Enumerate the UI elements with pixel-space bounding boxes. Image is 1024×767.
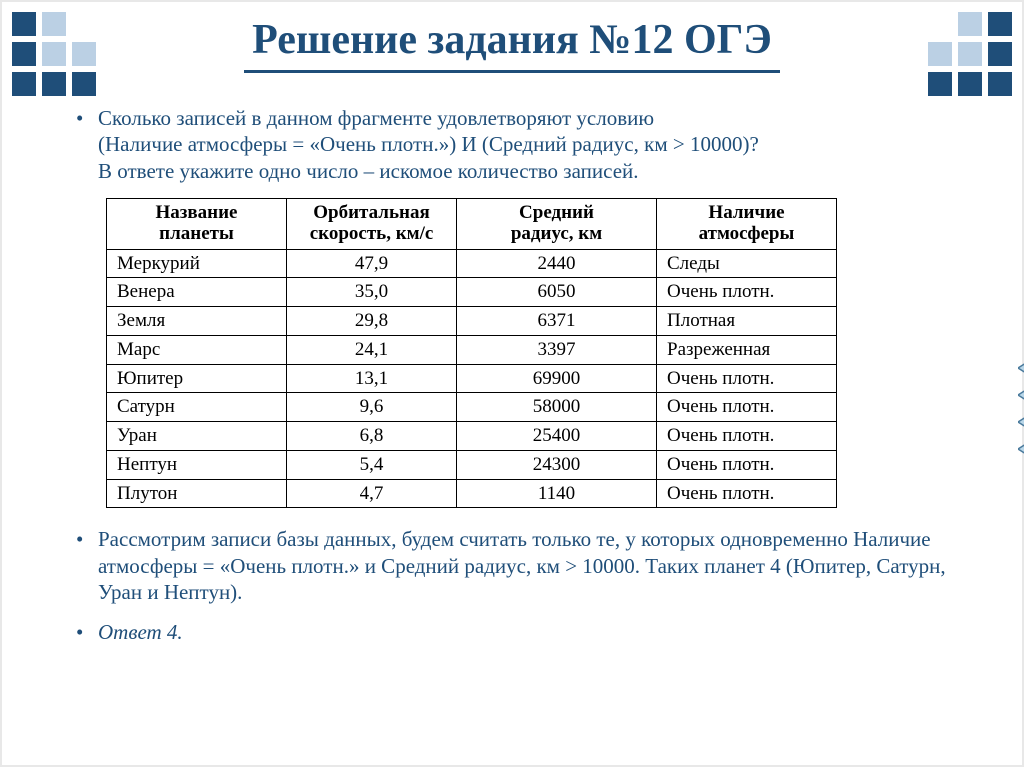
corner-deco-top-left	[12, 12, 96, 96]
table-header-cell: Названиепланеты	[107, 198, 287, 249]
table-header-cell: Наличиеатмосферы	[657, 198, 837, 249]
deco-square	[928, 12, 952, 36]
table-cell: 9,6	[287, 393, 457, 422]
table-wrap: НазваниепланетыОрбитальная скорость, км/…	[106, 198, 962, 509]
bullet-answer: • Ответ 4.	[76, 619, 962, 645]
table-cell: 5,4	[287, 450, 457, 479]
table-row: Меркурий47,92440Следы	[107, 249, 837, 278]
table-cell: Очень плотн.	[657, 422, 837, 451]
table-cell: 47,9	[287, 249, 457, 278]
q-line-3: В ответе укажите одно число – искомое ко…	[98, 159, 639, 183]
deco-square	[958, 42, 982, 66]
deco-square	[72, 12, 96, 36]
deco-square	[12, 42, 36, 66]
left-arrow-icon	[1018, 355, 1024, 381]
left-arrow-icon	[1018, 436, 1024, 462]
table-cell: Очень плотн.	[657, 479, 837, 508]
table-row: Венера35,06050Очень плотн.	[107, 278, 837, 307]
deco-square	[12, 12, 36, 36]
table-cell: 24300	[457, 450, 657, 479]
table-cell: 58000	[457, 393, 657, 422]
table-cell: Плутон	[107, 479, 287, 508]
deco-square	[72, 42, 96, 66]
table-cell: 25400	[457, 422, 657, 451]
table-row: Земля29,86371Плотная	[107, 307, 837, 336]
deco-square	[988, 72, 1012, 96]
left-arrow-icon	[1018, 409, 1024, 435]
table-cell: Очень плотн.	[657, 278, 837, 307]
table-row: Сатурн9,658000Очень плотн.	[107, 393, 837, 422]
title-wrap: Решение задания №12 ОГЭ	[2, 2, 1022, 73]
table-cell: 6371	[457, 307, 657, 336]
bullet-dot: •	[76, 105, 98, 184]
deco-square	[42, 72, 66, 96]
deco-square	[72, 72, 96, 96]
table-cell: 24,1	[287, 335, 457, 364]
deco-square	[12, 72, 36, 96]
table-cell: 13,1	[287, 364, 457, 393]
table-cell: Очень плотн.	[657, 450, 837, 479]
q-line-1: Сколько записей в данном фрагменте удовл…	[98, 106, 654, 130]
table-cell: Нептун	[107, 450, 287, 479]
answer-text: Ответ 4.	[98, 619, 962, 645]
table-cell: 35,0	[287, 278, 457, 307]
page-title: Решение задания №12 ОГЭ	[244, 16, 780, 73]
table-cell: 29,8	[287, 307, 457, 336]
table-cell: 4,7	[287, 479, 457, 508]
bullet-dot: •	[76, 526, 98, 605]
table-body: Меркурий47,92440СледыВенера35,06050Очень…	[107, 249, 837, 508]
table-cell: 3397	[457, 335, 657, 364]
deco-square	[42, 42, 66, 66]
bullet-text: Рассмотрим записи базы данных, будем счи…	[98, 526, 962, 605]
table-cell: Сатурн	[107, 393, 287, 422]
bullet-text: Сколько записей в данном фрагменте удовл…	[98, 105, 962, 184]
deco-square	[958, 12, 982, 36]
table-header-cell: Среднийрадиус, км	[457, 198, 657, 249]
table-cell: 6050	[457, 278, 657, 307]
table-header-cell: Орбитальная скорость, км/с	[287, 198, 457, 249]
table-row: Марс24,13397Разреженная	[107, 335, 837, 364]
table-row: Юпитер13,169900Очень плотн.	[107, 364, 837, 393]
bullet-explanation: • Рассмотрим записи базы данных, будем с…	[76, 526, 962, 605]
deco-square	[928, 42, 952, 66]
deco-square	[928, 72, 952, 96]
table-cell: 69900	[457, 364, 657, 393]
table-row: Уран6,825400Очень плотн.	[107, 422, 837, 451]
table-cell: Венера	[107, 278, 287, 307]
table-cell: Меркурий	[107, 249, 287, 278]
corner-deco-top-right	[928, 12, 1012, 96]
bullet-question: • Сколько записей в данном фрагменте удо…	[76, 105, 962, 184]
planets-table: НазваниепланетыОрбитальная скорость, км/…	[106, 198, 837, 509]
slide: Решение задания №12 ОГЭ • Сколько записе…	[0, 0, 1024, 767]
table-cell: Земля	[107, 307, 287, 336]
q-line-2: (Наличие атмосферы = «Очень плотн.») И (…	[98, 132, 759, 156]
table-header-row: НазваниепланетыОрбитальная скорость, км/…	[107, 198, 837, 249]
table-cell: 1140	[457, 479, 657, 508]
deco-square	[958, 72, 982, 96]
table-cell: Плотная	[657, 307, 837, 336]
table-row: Плутон4,71140Очень плотн.	[107, 479, 837, 508]
table-cell: Очень плотн.	[657, 393, 837, 422]
table-cell: Юпитер	[107, 364, 287, 393]
left-arrow-icon	[1018, 382, 1024, 408]
deco-square	[988, 42, 1012, 66]
table-cell: Очень плотн.	[657, 364, 837, 393]
content: • Сколько записей в данном фрагменте удо…	[2, 73, 1022, 645]
table-cell: Уран	[107, 422, 287, 451]
table-cell: 2440	[457, 249, 657, 278]
table-row: Нептун5,424300Очень плотн.	[107, 450, 837, 479]
table-head: НазваниепланетыОрбитальная скорость, км/…	[107, 198, 837, 249]
table-cell: Марс	[107, 335, 287, 364]
table-cell: 6,8	[287, 422, 457, 451]
bullet-dot: •	[76, 619, 98, 645]
table-cell: Разреженная	[657, 335, 837, 364]
deco-square	[988, 12, 1012, 36]
deco-square	[42, 12, 66, 36]
table-cell: Следы	[657, 249, 837, 278]
